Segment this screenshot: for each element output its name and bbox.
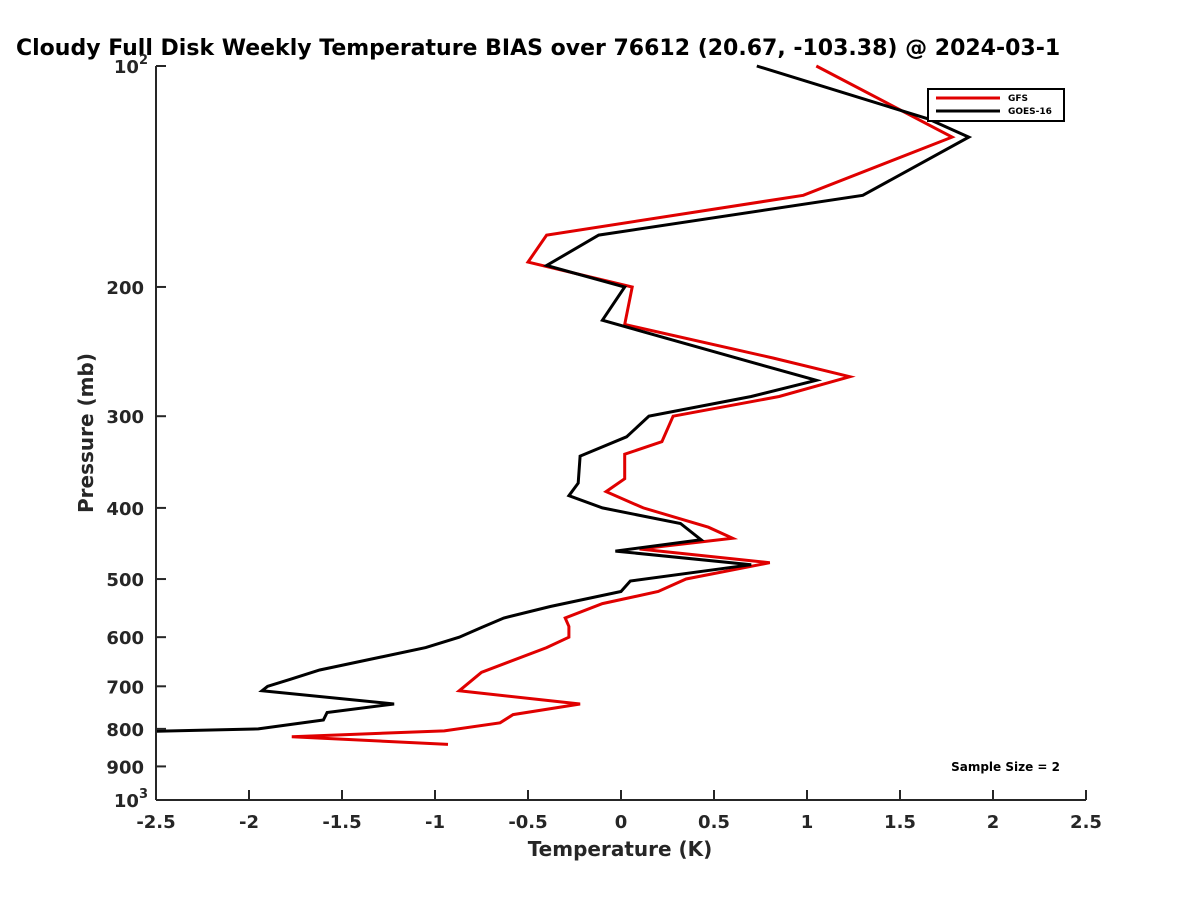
chart-title: Cloudy Full Disk Weekly Temperature BIAS… (16, 36, 1060, 61)
series-layer (155, 64, 973, 746)
y-tick-label: 500 (106, 570, 144, 591)
legend-label-gfs: GFS (1008, 94, 1028, 104)
y-tick-label: 102 (114, 53, 148, 78)
y-tick-label: 800 (106, 720, 144, 741)
x-axis-label: Temperature (K) (528, 837, 713, 861)
x-tick-label: 2.5 (1070, 812, 1102, 833)
x-tick-label: 1.5 (884, 812, 916, 833)
y-tick-label: 103 (114, 787, 148, 812)
x-tick-label: 0 (615, 812, 628, 833)
sample-size-annotation: Sample Size = 2 (951, 760, 1060, 774)
x-tick-label: -1 (425, 812, 445, 833)
x-tick-label: 1 (801, 812, 814, 833)
legend-label-goes-16: GOES-16 (1008, 107, 1052, 117)
series-line-gfs (291, 64, 956, 746)
y-tick-label: 900 (106, 757, 144, 778)
y-tick-label: 700 (106, 677, 144, 698)
y-tick-label: 300 (106, 407, 144, 428)
x-tick-label: -2 (239, 812, 259, 833)
y-tick-label: 600 (106, 628, 144, 649)
x-tick-label: -2.5 (136, 812, 175, 833)
x-tick-label: 2 (987, 812, 1000, 833)
y-tick-label: 200 (106, 278, 144, 299)
axes-layer: -2.5 -2 -1.5 -1 -0.5 0 0.5 1 1.5 2 2.5 102 200 300 400… (106, 53, 1102, 833)
x-tick-label: 0.5 (698, 812, 730, 833)
x-tick-label: -1.5 (322, 812, 361, 833)
series-line-goes-16 (155, 64, 973, 733)
legend: GFS GOES-16 (927, 88, 1065, 122)
y-axis-label: Pressure (mb) (74, 353, 98, 513)
y-tick-label: 400 (106, 499, 144, 520)
x-tick-label: -0.5 (508, 812, 547, 833)
legend-box (927, 88, 1065, 122)
